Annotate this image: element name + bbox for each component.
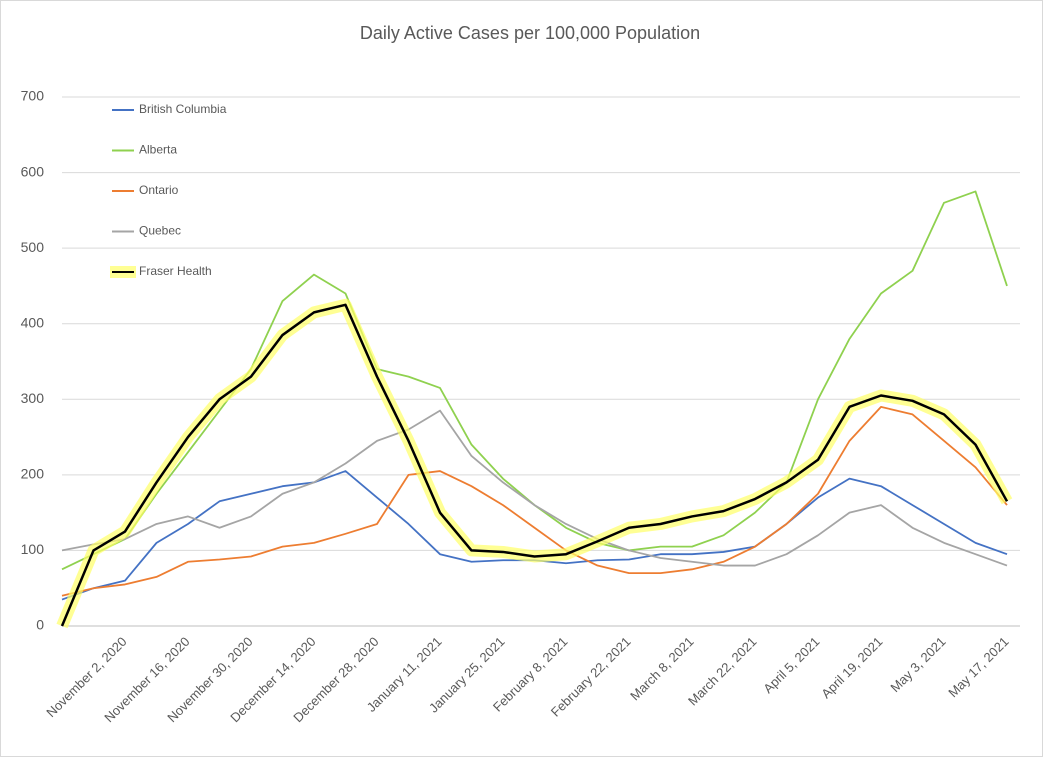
y-tick-label: 600 [21, 163, 45, 179]
chart-title: Daily Active Cases per 100,000 Populatio… [360, 23, 700, 43]
series-line [60, 303, 1009, 627]
y-tick-label: 300 [21, 390, 45, 406]
y-tick-label: 200 [21, 466, 45, 482]
y-tick-label: 400 [21, 314, 45, 330]
y-tick-label: 500 [21, 239, 45, 255]
legend-label: British Columbia [139, 102, 227, 116]
series-line [61, 405, 1008, 597]
y-tick-label: 0 [36, 617, 44, 633]
legend-label: Alberta [139, 143, 177, 157]
y-tick-label: 100 [21, 541, 45, 557]
legend-label: Fraser Health [139, 264, 212, 278]
legend-label: Quebec [139, 224, 181, 238]
series-line [61, 409, 1008, 567]
y-tick-label: 700 [21, 88, 45, 104]
legend-label: Ontario [139, 183, 179, 197]
